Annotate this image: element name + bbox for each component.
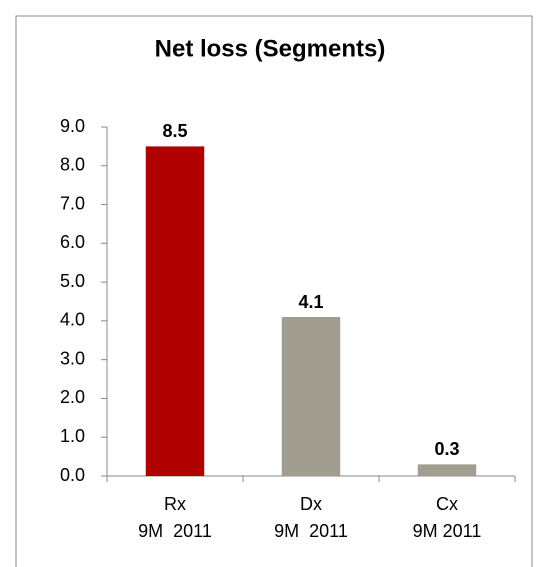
data-label: 4.1 [298,292,323,312]
x-tick-label: Rx 9M 2011 [138,494,212,541]
y-tick-label: 6.0 [60,232,85,252]
y-tick-label: 0.0 [60,465,85,485]
y-tick-label: 5.0 [60,271,85,291]
data-label: 8.5 [162,121,187,141]
x-tick-label: Dx 9M 2011 [274,494,348,541]
y-tick-label: 2.0 [60,387,85,407]
x-tick-label: Cx 9M 2011 [412,494,482,541]
y-tick-label: 7.0 [60,193,85,213]
y-tick-label: 9.0 [60,116,85,136]
y-tick-label: 1.0 [60,426,85,446]
y-tick-label: 8.0 [60,155,85,175]
data-label: 0.3 [434,439,459,459]
chart-title: Net loss (Segments) [155,35,386,62]
y-tick-label: 4.0 [60,310,85,330]
bar [417,464,477,476]
bar [281,317,341,476]
chart-frame [15,15,533,567]
bar [145,146,205,476]
y-tick-label: 3.0 [60,348,85,368]
